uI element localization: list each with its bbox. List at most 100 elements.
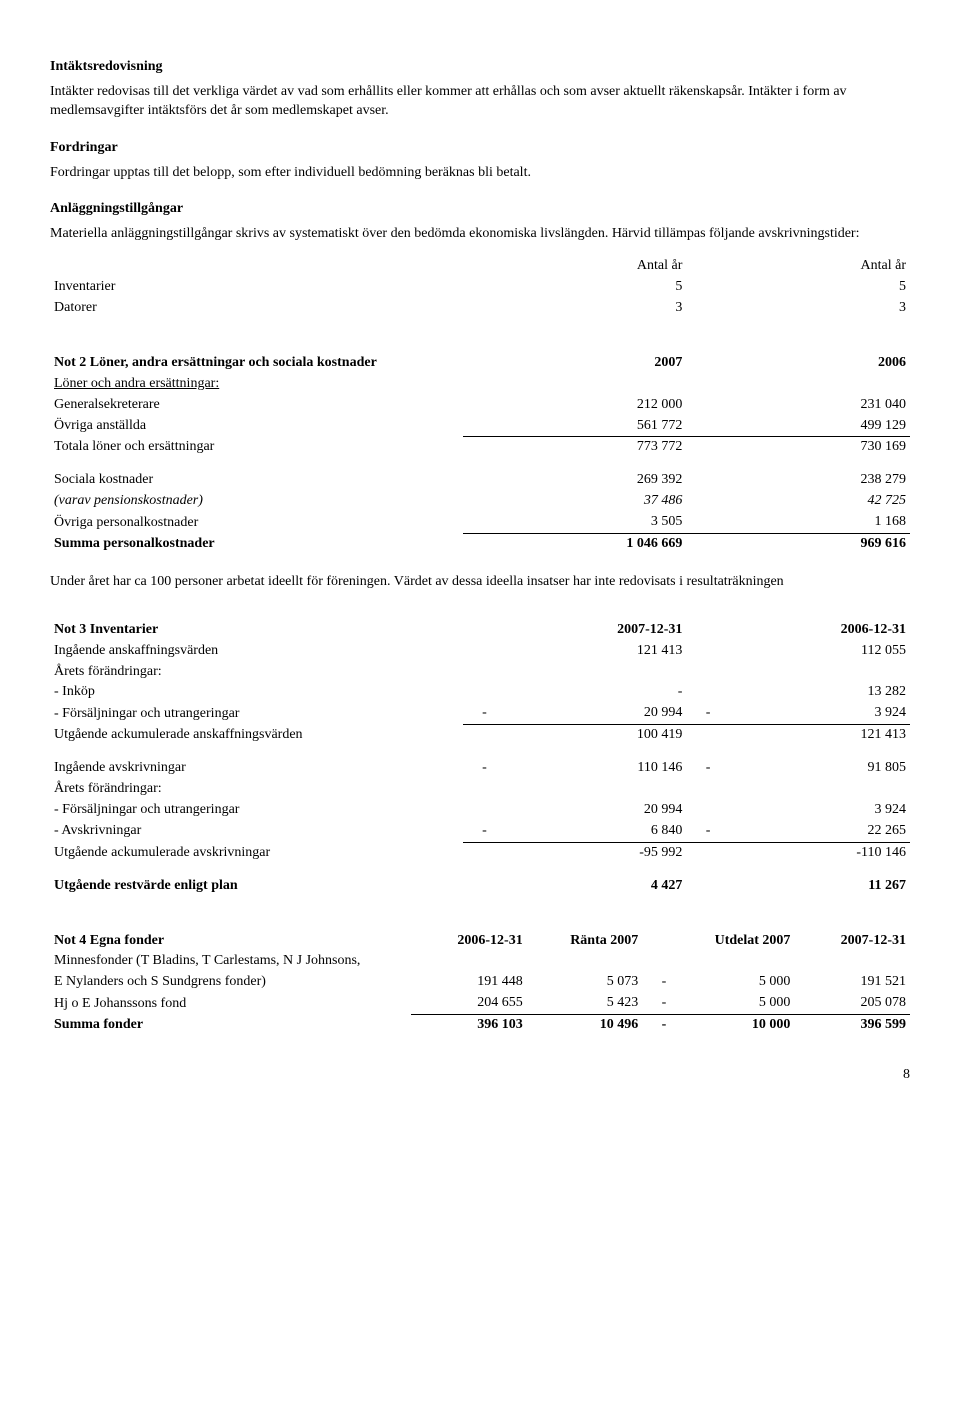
cell-neg bbox=[463, 800, 491, 821]
cell-value: 773 772 bbox=[463, 437, 687, 458]
heading-anlaggning: Anläggningstillgångar bbox=[50, 200, 910, 219]
table-row: Sociala kostnader 269 392 238 279 bbox=[50, 470, 910, 491]
cell-label: Utgående restvärde enligt plan bbox=[50, 876, 463, 897]
cell-value: 100 419 bbox=[491, 725, 687, 746]
cell-neg bbox=[463, 682, 491, 703]
cell-value: 3 bbox=[686, 298, 910, 319]
cell-value: 11 267 bbox=[714, 876, 910, 897]
cell-neg: - bbox=[686, 821, 714, 842]
not4-head-1: 2006-12-31 bbox=[411, 931, 527, 952]
cell-neg: - bbox=[686, 758, 714, 779]
cell-value: 121 413 bbox=[491, 641, 687, 662]
cell-neg: - bbox=[686, 703, 714, 724]
cell-value: 4 427 bbox=[491, 876, 687, 897]
not3-forandringar: Årets förändringar: bbox=[50, 662, 910, 683]
cell-value: 20 994 bbox=[491, 800, 687, 821]
cell-neg: - bbox=[463, 758, 491, 779]
cell-neg bbox=[686, 641, 714, 662]
cell-value: 969 616 bbox=[686, 534, 910, 555]
cell-value: 91 805 bbox=[714, 758, 910, 779]
not2-head-2007: 2007 bbox=[463, 353, 687, 374]
cell-label: Summa fonder bbox=[50, 1015, 411, 1036]
cell-label: Ingående anskaffningsvärden bbox=[50, 641, 463, 662]
cell-value: 3 924 bbox=[714, 703, 910, 724]
cell-neg: - bbox=[463, 821, 491, 842]
table-row: Datorer 3 3 bbox=[50, 298, 910, 319]
not2-subhead: Löner och andra ersättningar: bbox=[50, 374, 910, 395]
table-row: - Inköp - 13 282 bbox=[50, 682, 910, 703]
table-row: Ingående anskaffningsvärden 121 413 112 … bbox=[50, 641, 910, 662]
cell-label: Generalsekreterare bbox=[50, 395, 463, 416]
cell-value: 1 168 bbox=[686, 512, 910, 533]
cell-label: Sociala kostnader bbox=[50, 470, 463, 491]
cell-value: 3 924 bbox=[714, 800, 910, 821]
cell-value: 5 bbox=[463, 277, 687, 298]
table-row: Generalsekreterare 212 000 231 040 bbox=[50, 395, 910, 416]
paragraph-fordringar: Fordringar upptas till det belopp, som e… bbox=[50, 164, 910, 183]
cell-value: 110 146 bbox=[491, 758, 687, 779]
cell-value: 191 448 bbox=[411, 972, 527, 993]
table-row: - Avskrivningar - 6 840 - 22 265 bbox=[50, 821, 910, 842]
cell-value: 191 521 bbox=[794, 972, 910, 993]
cell-label: - Försäljningar och utrangeringar bbox=[50, 703, 463, 724]
page-number: 8 bbox=[50, 1066, 910, 1085]
cell-neg: - bbox=[642, 1015, 670, 1036]
cell-label: E Nylanders och S Sundgrens fonder) bbox=[50, 972, 411, 993]
table-row: E Nylanders och S Sundgrens fonder) 191 … bbox=[50, 972, 910, 993]
cell-label: Hj o E Johanssons fond bbox=[50, 993, 411, 1014]
cell-value: 37 486 bbox=[463, 491, 687, 512]
cell-label: Övriga personalkostnader bbox=[50, 512, 463, 533]
table-row: Utgående ackumulerade anskaffningsvärden… bbox=[50, 725, 910, 746]
cell-value: 5 bbox=[686, 277, 910, 298]
cell-label: - Försäljningar och utrangeringar bbox=[50, 800, 463, 821]
heading-intaktsredovisning: Intäktsredovisning bbox=[50, 58, 910, 77]
cell-value: 499 129 bbox=[686, 416, 910, 437]
cell-neg bbox=[686, 725, 714, 746]
cell-neg: - bbox=[642, 993, 670, 1014]
cell-label: Övriga anställda bbox=[50, 416, 463, 437]
table-row-sum: Summa fonder 396 103 10 496 - 10 000 396… bbox=[50, 1015, 910, 1036]
paragraph-intaktsredovisning: Intäkter redovisas till det verkliga vär… bbox=[50, 83, 910, 121]
table-row: Hj o E Johanssons fond 204 655 5 423 - 5… bbox=[50, 993, 910, 1014]
cell-value: 5 073 bbox=[527, 972, 643, 993]
cell-neg: - bbox=[642, 972, 670, 993]
cell-label: - Inköp bbox=[50, 682, 463, 703]
not4-title: Not 4 Egna fonder bbox=[50, 931, 411, 952]
cell-value: 5 000 bbox=[670, 993, 794, 1014]
cell-value: 6 840 bbox=[491, 821, 687, 842]
table-not4: Not 4 Egna fonder 2006-12-31 Ränta 2007 … bbox=[50, 931, 910, 1036]
not2-head-2006: 2006 bbox=[686, 353, 910, 374]
table-anlaggning: Antal år Antal år Inventarier 5 5 Datore… bbox=[50, 256, 910, 319]
col-head-antal-ar-2: Antal år bbox=[686, 256, 910, 277]
not3-head-1: 2007-12-31 bbox=[491, 620, 687, 641]
table-row-total: Totala löner och ersättningar 773 772 73… bbox=[50, 437, 910, 458]
cell-value: 13 282 bbox=[714, 682, 910, 703]
cell-value: 212 000 bbox=[463, 395, 687, 416]
cell-neg bbox=[463, 842, 491, 863]
cell-value: -110 146 bbox=[714, 842, 910, 863]
cell-value: 1 046 669 bbox=[463, 534, 687, 555]
heading-fordringar: Fordringar bbox=[50, 139, 910, 158]
not4-desc: Minnesfonder (T Bladins, T Carlestams, N… bbox=[50, 951, 910, 972]
table-row-sum: Summa personalkostnader 1 046 669 969 61… bbox=[50, 534, 910, 555]
table-row-rest: Utgående restvärde enligt plan 4 427 11 … bbox=[50, 876, 910, 897]
cell-neg bbox=[686, 682, 714, 703]
cell-value: 238 279 bbox=[686, 470, 910, 491]
cell-label: Ingående avskrivningar bbox=[50, 758, 463, 779]
table-row: - Försäljningar och utrangeringar - 20 9… bbox=[50, 703, 910, 724]
cell-value: 5 423 bbox=[527, 993, 643, 1014]
cell-value: 10 000 bbox=[670, 1015, 794, 1036]
cell-neg bbox=[686, 800, 714, 821]
not3-title: Not 3 Inventarier bbox=[50, 620, 463, 641]
table-row: Ingående avskrivningar - 110 146 - 91 80… bbox=[50, 758, 910, 779]
cell-value: 22 265 bbox=[714, 821, 910, 842]
table-row: Övriga personalkostnader 3 505 1 168 bbox=[50, 512, 910, 533]
cell-neg bbox=[686, 842, 714, 863]
table-row: Utgående ackumulerade avskrivningar -95 … bbox=[50, 842, 910, 863]
not2-title: Not 2 Löner, andra ersättningar och soci… bbox=[50, 353, 463, 374]
cell-label: Totala löner och ersättningar bbox=[50, 437, 463, 458]
table-row: (varav pensionskostnader) 37 486 42 725 bbox=[50, 491, 910, 512]
cell-value: 10 496 bbox=[527, 1015, 643, 1036]
table-not2: Not 2 Löner, andra ersättningar och soci… bbox=[50, 353, 910, 555]
cell-value: 561 772 bbox=[463, 416, 687, 437]
